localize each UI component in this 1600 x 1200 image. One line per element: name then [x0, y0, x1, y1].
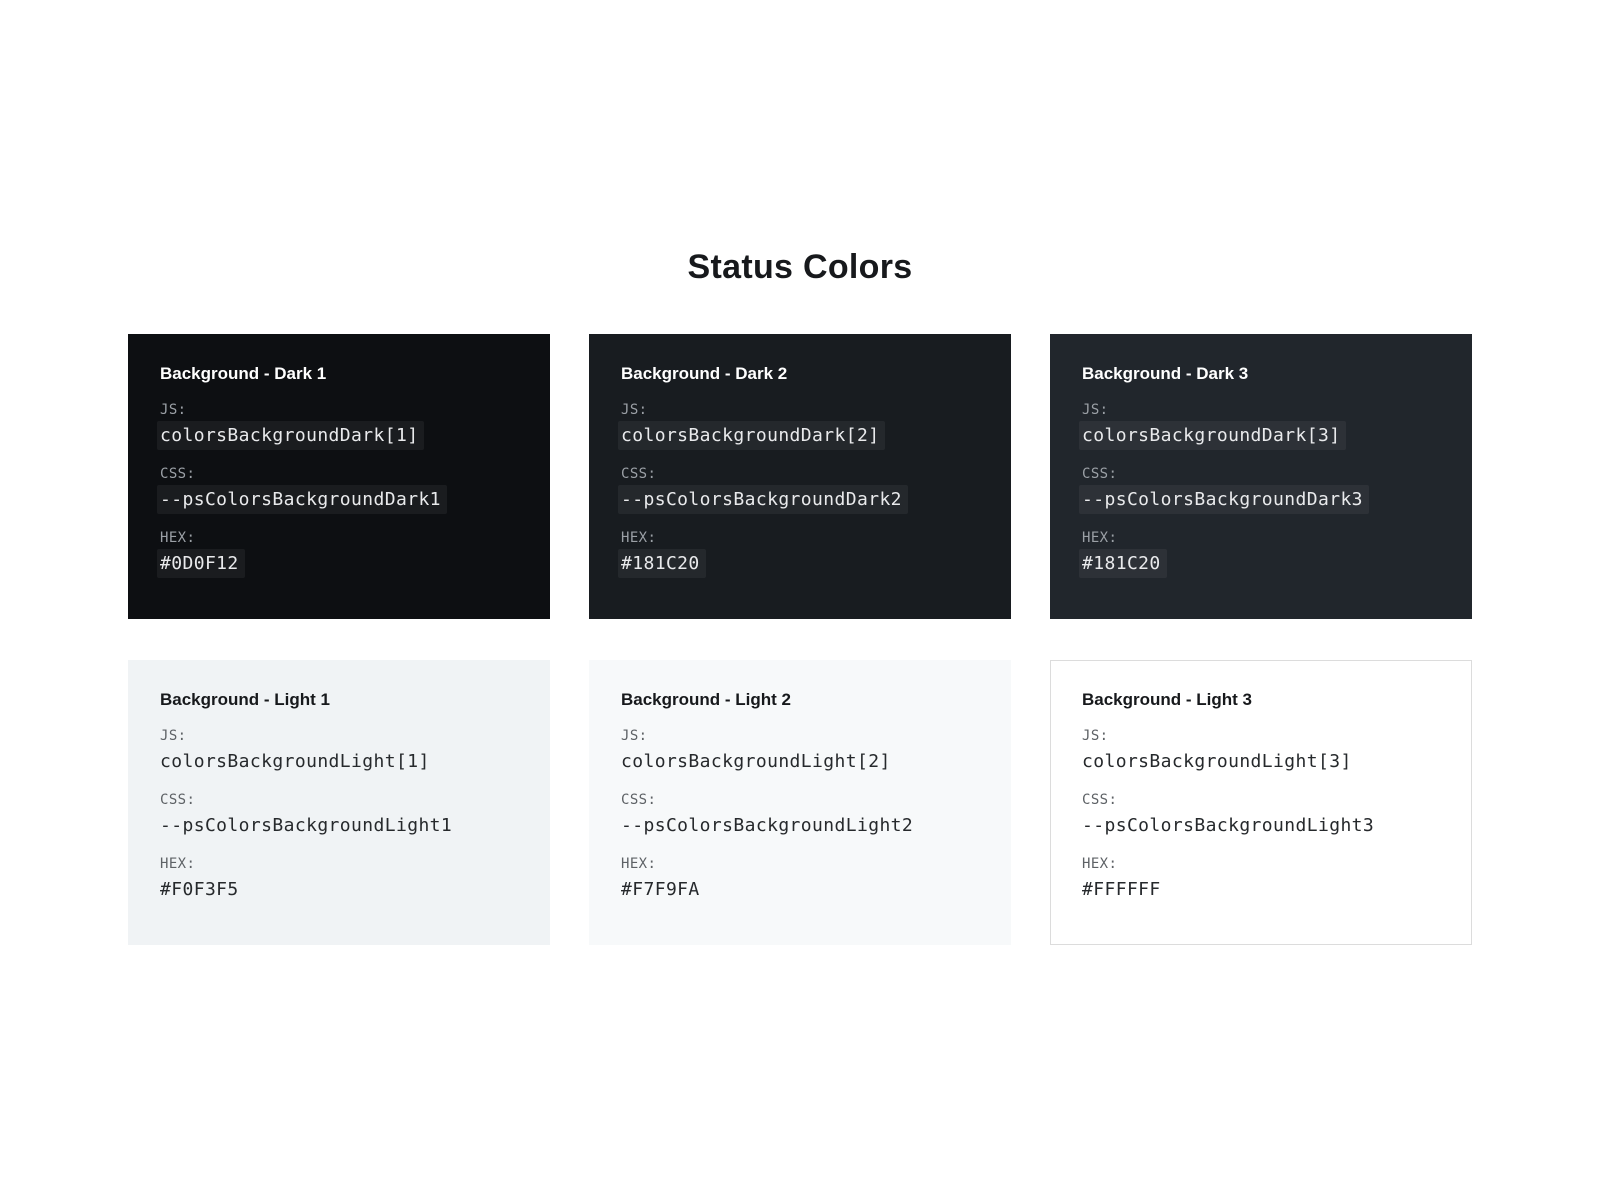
js-token-field: JS: colorsBackgroundLight[1]: [160, 725, 518, 776]
hex-token-field: HEX: #F0F3F5: [160, 853, 518, 904]
card-title: Background - Light 3: [1082, 690, 1252, 709]
hex-token-value: #FFFFFF: [1082, 875, 1440, 904]
css-token-value: --psColorsBackgroundDark1: [157, 485, 518, 514]
css-label: CSS:: [160, 792, 196, 808]
js-label: JS:: [1082, 402, 1109, 418]
css-token-code: --psColorsBackgroundDark2: [618, 485, 908, 514]
css-token-value: --psColorsBackgroundLight1: [160, 811, 518, 840]
hex-token-field: HEX: #F7F9FA: [621, 853, 979, 904]
css-token-code: --psColorsBackgroundLight2: [621, 815, 914, 836]
js-token-value: colorsBackgroundLight[2]: [621, 747, 979, 776]
css-token-value: --psColorsBackgroundLight3: [1082, 811, 1440, 840]
card-title: Background - Dark 3: [1082, 364, 1249, 383]
js-token-code: colorsBackgroundLight[2]: [621, 751, 891, 772]
hex-token-field: HEX: #FFFFFF: [1082, 853, 1440, 904]
js-label: JS:: [621, 402, 648, 418]
color-card-background-dark-2: Background - Dark 2 JS: colorsBackground…: [589, 334, 1011, 619]
js-token-field: JS: colorsBackgroundDark[1]: [157, 399, 518, 450]
color-card-background-light-3: Background - Light 3 JS: colorsBackgroun…: [1050, 660, 1472, 945]
color-card-background-light-2: Background - Light 2 JS: colorsBackgroun…: [589, 660, 1011, 945]
js-label: JS:: [160, 402, 187, 418]
hex-token-field: HEX: #0D0F12: [157, 527, 518, 578]
js-token-field: JS: colorsBackgroundDark[3]: [1079, 399, 1440, 450]
js-label: JS:: [621, 728, 648, 744]
hex-token-code: #0D0F12: [157, 549, 245, 578]
js-token-value: colorsBackgroundLight[1]: [160, 747, 518, 776]
hex-label: HEX:: [160, 530, 196, 546]
color-cards-grid: Background - Dark 1 JS: colorsBackground…: [128, 334, 1472, 945]
js-label: JS:: [1082, 728, 1109, 744]
hex-token-value: #F7F9FA: [621, 875, 979, 904]
css-token-code: --psColorsBackgroundLight1: [160, 815, 453, 836]
color-card-background-dark-3: Background - Dark 3 JS: colorsBackground…: [1050, 334, 1472, 619]
css-token-field: CSS: --psColorsBackgroundDark3: [1079, 463, 1440, 514]
hex-token-code: #181C20: [1079, 549, 1167, 578]
hex-label: HEX:: [621, 856, 657, 872]
js-token-field: JS: colorsBackgroundLight[3]: [1082, 725, 1440, 776]
hex-token-value: #181C20: [1079, 549, 1440, 578]
hex-label: HEX:: [160, 856, 196, 872]
css-label: CSS:: [621, 792, 657, 808]
js-label: JS:: [160, 728, 187, 744]
hex-token-value: #181C20: [618, 549, 979, 578]
css-token-value: --psColorsBackgroundDark2: [618, 485, 979, 514]
js-token-value: colorsBackgroundDark[1]: [157, 421, 518, 450]
js-token-field: JS: colorsBackgroundDark[2]: [618, 399, 979, 450]
hex-token-value: #F0F3F5: [160, 875, 518, 904]
content-container: Status Colors Background - Dark 1 JS: co…: [128, 0, 1472, 945]
js-token-code: colorsBackgroundDark[3]: [1079, 421, 1347, 450]
css-token-code: --psColorsBackgroundDark1: [157, 485, 447, 514]
css-token-value: --psColorsBackgroundLight2: [621, 811, 979, 840]
hex-label: HEX:: [1082, 856, 1118, 872]
js-token-code: colorsBackgroundDark[2]: [618, 421, 886, 450]
color-card-background-light-1: Background - Light 1 JS: colorsBackgroun…: [128, 660, 550, 945]
css-label: CSS:: [1082, 792, 1118, 808]
css-label: CSS:: [1082, 466, 1118, 482]
js-token-value: colorsBackgroundLight[3]: [1082, 747, 1440, 776]
color-card-background-dark-1: Background - Dark 1 JS: colorsBackground…: [128, 334, 550, 619]
css-label: CSS:: [621, 466, 657, 482]
js-token-value: colorsBackgroundDark[2]: [618, 421, 979, 450]
hex-token-code: #F7F9FA: [621, 879, 700, 900]
card-title: Background - Dark 2: [621, 364, 788, 383]
card-title: Background - Light 2: [621, 690, 791, 709]
css-token-field: CSS: --psColorsBackgroundLight3: [1082, 789, 1440, 840]
hex-token-field: HEX: #181C20: [1079, 527, 1440, 578]
css-token-field: CSS: --psColorsBackgroundDark1: [157, 463, 518, 514]
hex-token-field: HEX: #181C20: [618, 527, 979, 578]
css-token-code: --psColorsBackgroundLight3: [1082, 815, 1375, 836]
css-token-value: --psColorsBackgroundDark3: [1079, 485, 1440, 514]
hex-label: HEX:: [1082, 530, 1118, 546]
js-token-code: colorsBackgroundLight[3]: [1082, 751, 1352, 772]
js-token-value: colorsBackgroundDark[3]: [1079, 421, 1440, 450]
page-title: Status Colors: [687, 248, 913, 286]
js-token-code: colorsBackgroundDark[1]: [157, 421, 425, 450]
css-token-field: CSS: --psColorsBackgroundDark2: [618, 463, 979, 514]
css-label: CSS:: [160, 466, 196, 482]
hex-token-code: #F0F3F5: [160, 879, 239, 900]
hex-token-code: #FFFFFF: [1082, 879, 1161, 900]
js-token-code: colorsBackgroundLight[1]: [160, 751, 430, 772]
css-token-field: CSS: --psColorsBackgroundLight1: [160, 789, 518, 840]
css-token-code: --psColorsBackgroundDark3: [1079, 485, 1369, 514]
hex-token-value: #0D0F12: [157, 549, 518, 578]
card-title: Background - Light 1: [160, 690, 330, 709]
css-token-field: CSS: --psColorsBackgroundLight2: [621, 789, 979, 840]
card-title: Background - Dark 1: [160, 364, 327, 383]
js-token-field: JS: colorsBackgroundLight[2]: [621, 725, 979, 776]
hex-token-code: #181C20: [618, 549, 706, 578]
hex-label: HEX:: [621, 530, 657, 546]
